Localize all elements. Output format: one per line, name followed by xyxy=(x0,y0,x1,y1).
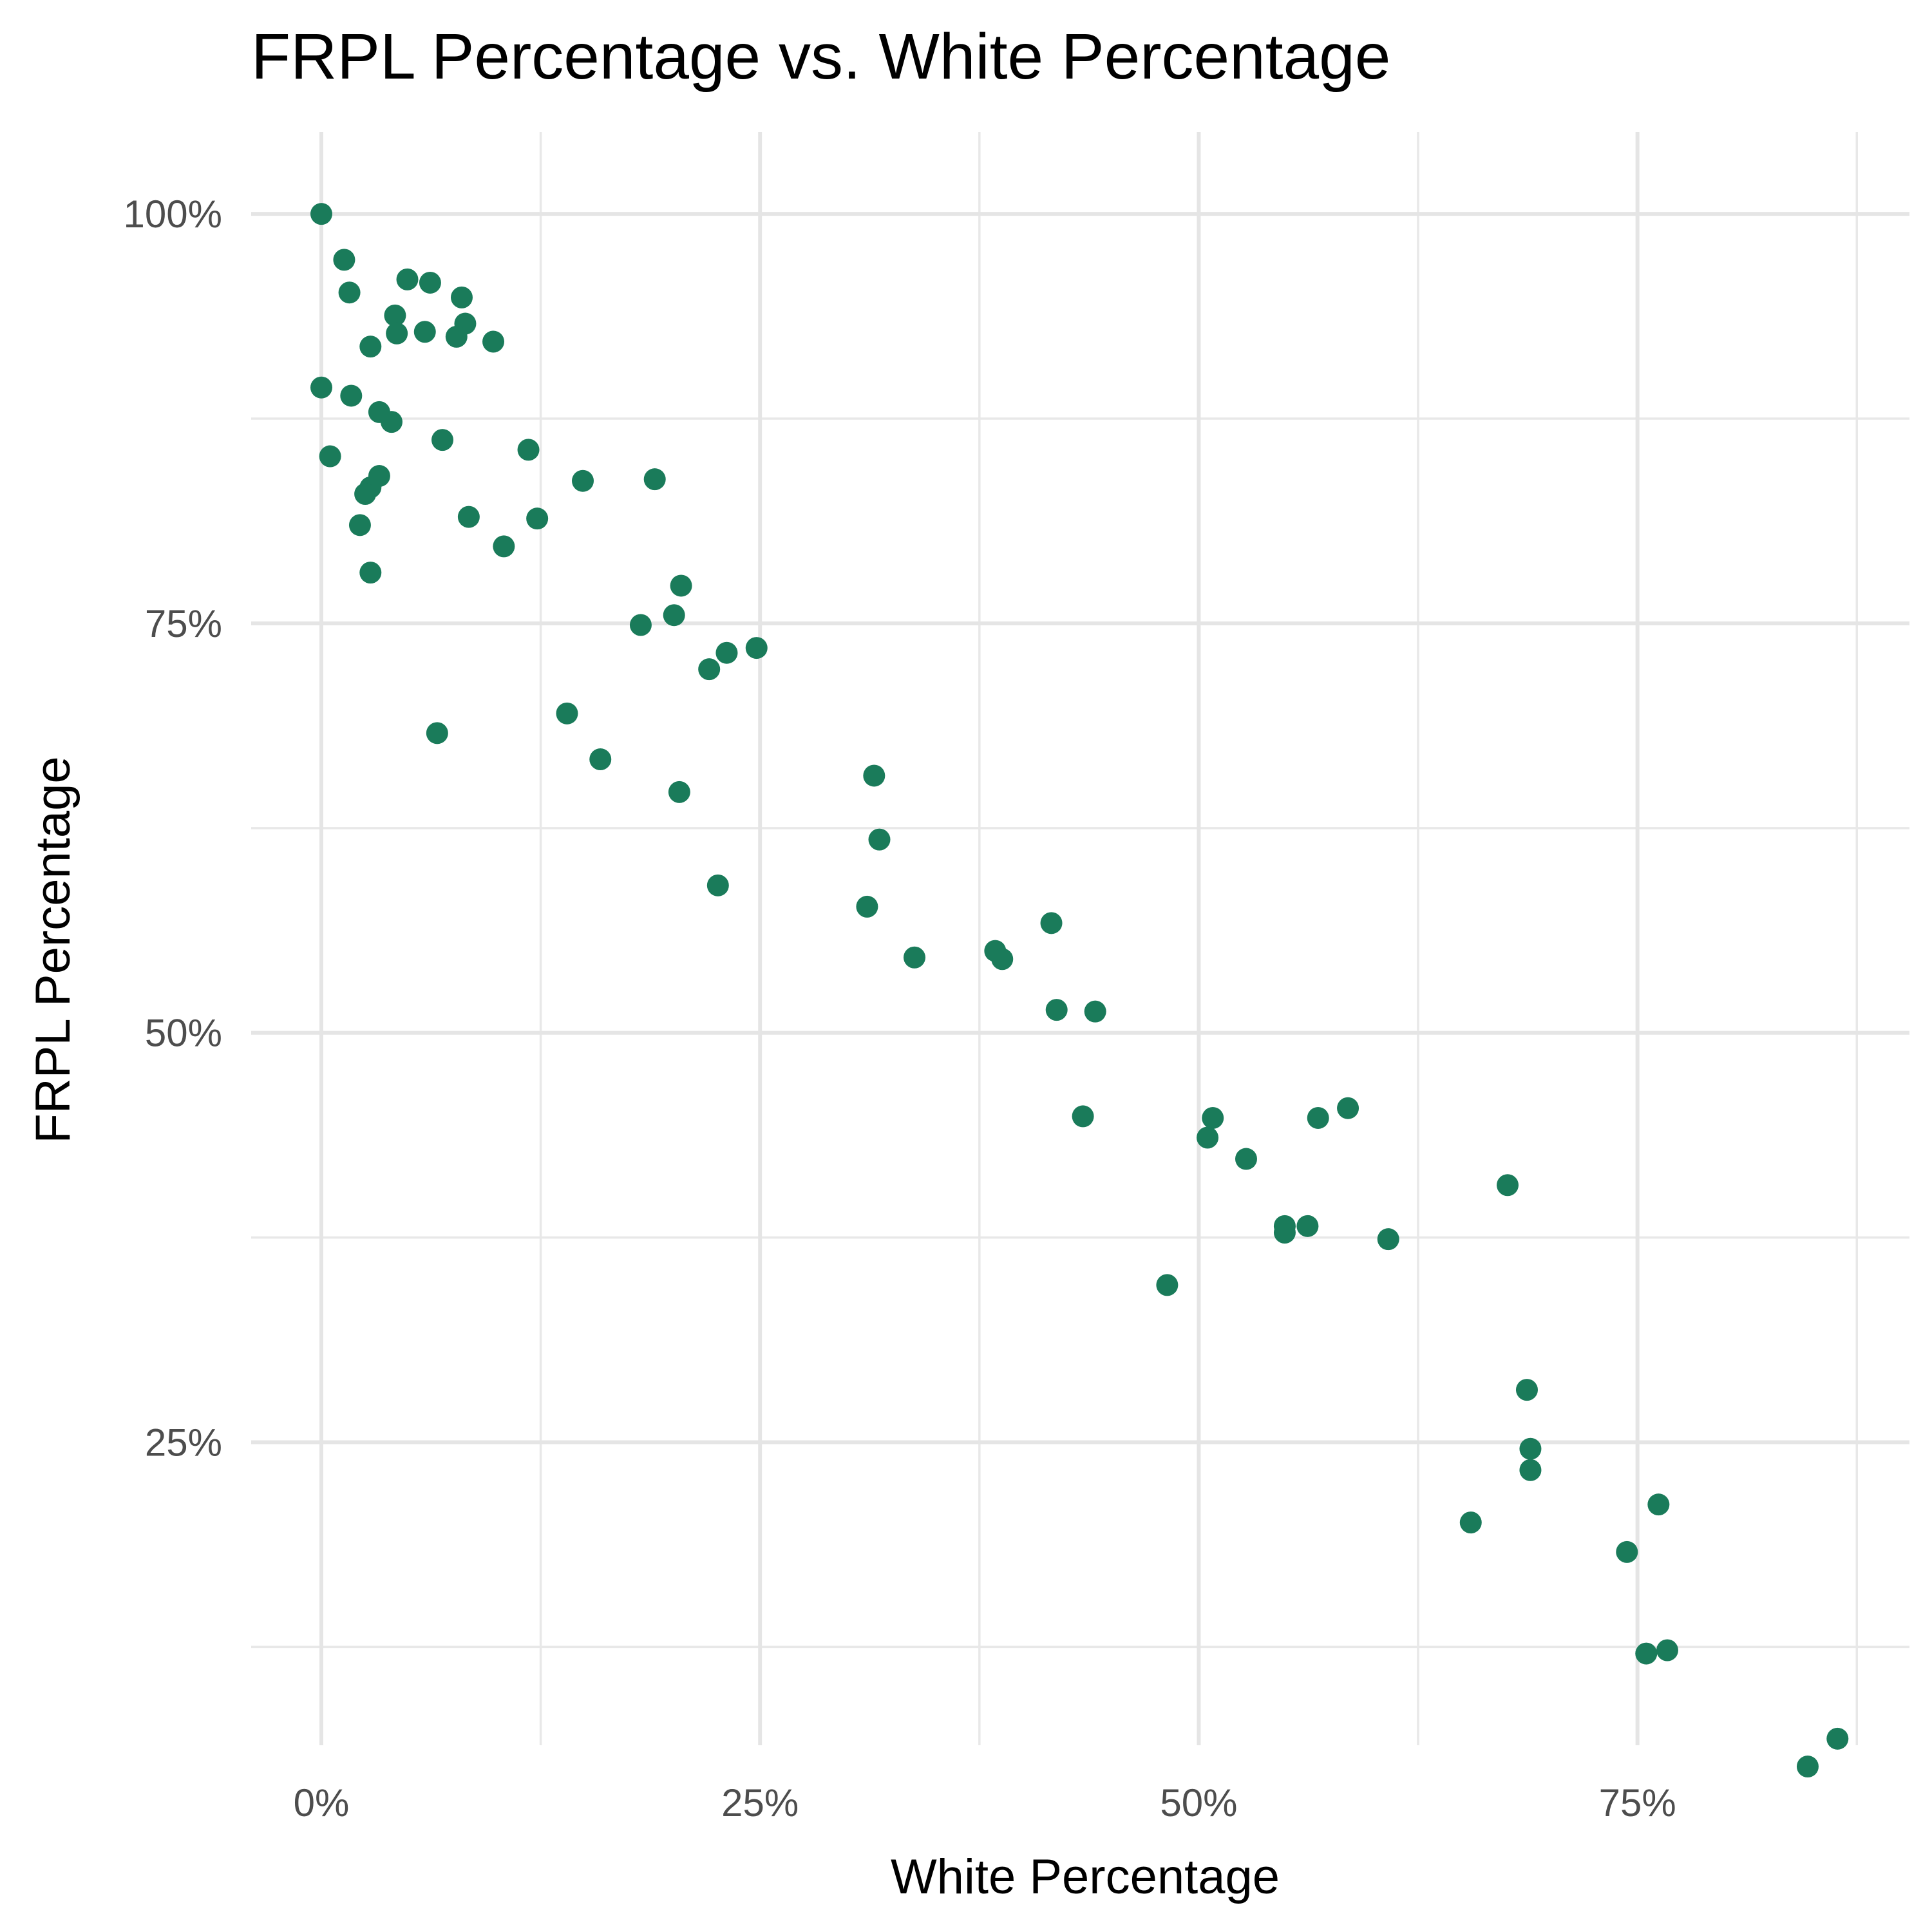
y-tick-label: 50% xyxy=(145,1012,222,1055)
data-point xyxy=(868,828,891,851)
data-point xyxy=(450,286,473,308)
data-point xyxy=(668,781,690,803)
data-point xyxy=(1796,1756,1819,1778)
y-tick-label: 25% xyxy=(145,1421,222,1464)
data-point xyxy=(380,411,402,433)
data-point xyxy=(517,439,540,461)
data-point xyxy=(1040,912,1063,934)
y-tick-label: 75% xyxy=(145,602,222,645)
data-point xyxy=(445,325,468,348)
data-point xyxy=(745,637,768,659)
data-points xyxy=(310,203,1849,1778)
data-point xyxy=(663,604,685,627)
data-point xyxy=(1497,1174,1519,1197)
data-point xyxy=(310,203,332,225)
x-tick-label: 25% xyxy=(721,1781,799,1824)
x-axis-title: White Percentage xyxy=(891,1850,1280,1904)
data-point xyxy=(384,304,406,327)
data-point xyxy=(1377,1228,1399,1251)
data-point xyxy=(348,514,371,536)
data-point xyxy=(1337,1097,1359,1119)
data-point xyxy=(419,271,441,294)
data-point xyxy=(1519,1459,1542,1481)
data-point xyxy=(629,614,652,636)
data-point xyxy=(386,322,408,345)
data-point xyxy=(715,641,738,664)
data-point xyxy=(1635,1642,1658,1665)
data-point xyxy=(1045,999,1068,1021)
data-point xyxy=(482,330,505,353)
data-point xyxy=(396,268,419,290)
data-point xyxy=(1296,1215,1319,1237)
data-point xyxy=(359,336,382,358)
data-point xyxy=(1519,1437,1542,1460)
data-point xyxy=(413,321,436,343)
data-point xyxy=(556,702,578,724)
data-point xyxy=(863,764,886,787)
data-point xyxy=(1156,1274,1179,1296)
data-point xyxy=(1515,1379,1538,1401)
data-point xyxy=(493,535,515,558)
data-point xyxy=(359,562,382,584)
data-point xyxy=(426,722,448,744)
data-point xyxy=(333,249,355,271)
data-point xyxy=(1826,1727,1849,1750)
x-tick-label: 0% xyxy=(294,1781,350,1824)
x-axis-ticks: 0% 25% 50% 75% xyxy=(294,1781,1676,1824)
data-point xyxy=(1072,1105,1094,1128)
data-point xyxy=(1307,1106,1329,1129)
x-tick-label: 75% xyxy=(1599,1781,1676,1824)
data-point xyxy=(1084,1000,1106,1023)
data-point xyxy=(310,376,332,399)
data-point xyxy=(904,946,925,969)
y-axis-ticks: 25% 50% 75% 100% xyxy=(124,193,222,1464)
data-point xyxy=(706,874,729,896)
data-point xyxy=(526,507,549,530)
data-point xyxy=(319,445,341,468)
data-point xyxy=(670,574,692,597)
data-point xyxy=(1202,1106,1224,1129)
data-point xyxy=(340,384,363,407)
data-point xyxy=(572,469,594,492)
data-point xyxy=(1656,1639,1678,1662)
y-tick-label: 100% xyxy=(124,193,222,236)
data-point xyxy=(1273,1221,1296,1244)
chart-title: FRPL Percentage vs. White Percentage xyxy=(251,21,1390,93)
data-point xyxy=(856,895,878,918)
data-point xyxy=(991,948,1014,971)
y-axis-title: FRPL Percentage xyxy=(26,756,80,1143)
data-point xyxy=(338,281,361,304)
data-point xyxy=(431,429,454,451)
data-point xyxy=(1197,1126,1219,1149)
data-point xyxy=(457,506,480,528)
data-point xyxy=(589,748,612,771)
data-point xyxy=(1459,1511,1482,1534)
data-point xyxy=(1647,1493,1670,1516)
data-point xyxy=(698,658,721,681)
data-point xyxy=(643,468,666,491)
x-tick-label: 50% xyxy=(1160,1781,1237,1824)
data-point xyxy=(1235,1148,1257,1170)
data-point xyxy=(354,483,377,506)
grid xyxy=(251,132,1909,1745)
data-point xyxy=(1616,1540,1638,1563)
